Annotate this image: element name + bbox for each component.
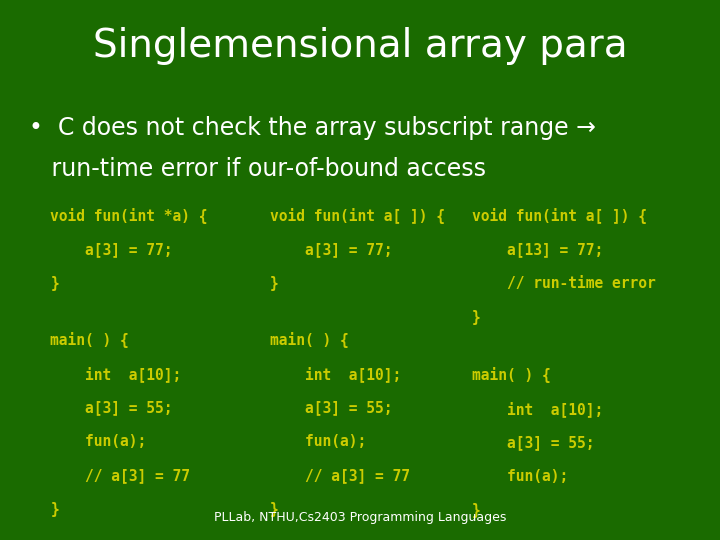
Text: main( ) {: main( ) {	[50, 332, 129, 348]
Text: int  a[10];: int a[10];	[270, 366, 401, 382]
Text: }: }	[270, 276, 279, 291]
Text: fun(a);: fun(a);	[270, 434, 366, 449]
Text: int  a[10];: int a[10];	[50, 366, 181, 382]
Text: }: }	[50, 276, 59, 291]
Text: void fun(int *a) {: void fun(int *a) {	[50, 208, 208, 224]
Text: // a[3] = 77: // a[3] = 77	[50, 468, 190, 483]
Text: a[3] = 55;: a[3] = 55;	[472, 435, 594, 450]
Text: void fun(int a[ ]) {: void fun(int a[ ]) {	[472, 208, 647, 224]
Text: fun(a);: fun(a);	[472, 469, 568, 484]
Text: }: }	[472, 310, 480, 325]
Text: int  a[10];: int a[10];	[472, 401, 603, 417]
Text: fun(a);: fun(a);	[50, 434, 147, 449]
Text: main( ) {: main( ) {	[270, 332, 348, 348]
Text: void fun(int a[ ]) {: void fun(int a[ ]) {	[270, 208, 445, 224]
Text: •  C does not check the array subscript range →: • C does not check the array subscript r…	[29, 116, 595, 140]
Text: a[13] = 77;: a[13] = 77;	[472, 242, 603, 257]
Text: }: }	[50, 502, 59, 517]
Text: // a[3] = 77: // a[3] = 77	[270, 468, 410, 483]
Text: main( ) {: main( ) {	[472, 367, 550, 383]
Text: }: }	[270, 502, 279, 517]
Text: }: }	[472, 503, 480, 518]
Text: a[3] = 77;: a[3] = 77;	[270, 242, 392, 257]
Text: // run-time error: // run-time error	[472, 276, 655, 291]
Text: run-time error if our-of-bound access: run-time error if our-of-bound access	[29, 157, 486, 180]
Text: Singlemensional array para: Singlemensional array para	[93, 27, 627, 65]
Text: PLLab, NTHU,Cs2403 Programming Languages: PLLab, NTHU,Cs2403 Programming Languages	[214, 511, 506, 524]
Text: a[3] = 55;: a[3] = 55;	[270, 400, 392, 415]
Text: a[3] = 77;: a[3] = 77;	[50, 242, 173, 257]
Text: a[3] = 55;: a[3] = 55;	[50, 400, 173, 415]
